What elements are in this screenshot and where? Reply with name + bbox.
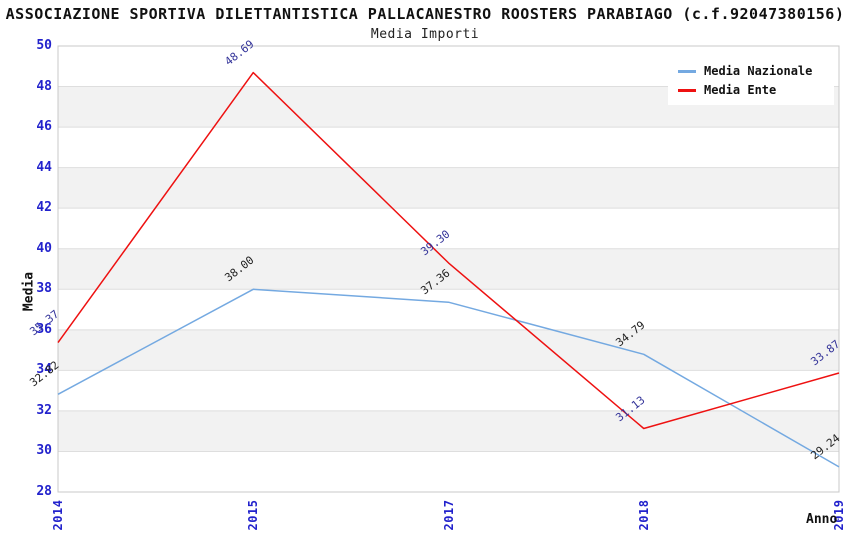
- y-tick-label: 50: [36, 38, 52, 53]
- plot-band: [58, 248, 839, 290]
- series-line-media-ente: [57, 71, 840, 430]
- y-tick-label: 48: [36, 78, 52, 94]
- y-tick-label: 30: [36, 443, 52, 459]
- legend-item-media-nazionale: Media Nazionale: [678, 64, 824, 78]
- y-tick-label: 34: [36, 362, 52, 378]
- x-tick-label: 2017: [441, 499, 456, 531]
- series-line-media-nazionale: [57, 288, 840, 468]
- line-swatch-icon: [678, 88, 696, 92]
- x-tick-label: 2014: [51, 499, 65, 531]
- y-tick-label: 46: [36, 119, 52, 135]
- legend: Media Nazionale Media Ente: [668, 57, 834, 105]
- y-tick-label: 28: [36, 484, 52, 499]
- y-tick-label: 42: [36, 200, 52, 216]
- legend-label: Media Nazionale: [704, 64, 813, 78]
- x-axis-title: Anno: [806, 512, 838, 527]
- y-tick-label: 40: [36, 240, 52, 256]
- y-tick-label: 36: [36, 321, 52, 337]
- plot-band: [58, 410, 839, 452]
- x-tick-label: 2018: [636, 499, 651, 531]
- chart-title: ASSOCIAZIONE SPORTIVA DILETTANTISTICA PA…: [5, 5, 845, 23]
- y-tick-label: 32: [36, 402, 52, 418]
- y-tick-label: 38: [36, 281, 52, 297]
- legend-label: Media Ente: [704, 83, 777, 97]
- plot-frame: [57, 45, 840, 493]
- plot-band: [58, 167, 839, 209]
- line-swatch-icon: [678, 69, 696, 73]
- y-axis-title: Media: [21, 271, 37, 312]
- legend-item-media-ente: Media Ente: [678, 83, 824, 97]
- plot-band: [58, 329, 839, 371]
- chart-subtitle: Media Importi: [370, 27, 480, 42]
- x-tick-label: 2015: [246, 499, 261, 531]
- y-tick-label: 44: [36, 159, 52, 175]
